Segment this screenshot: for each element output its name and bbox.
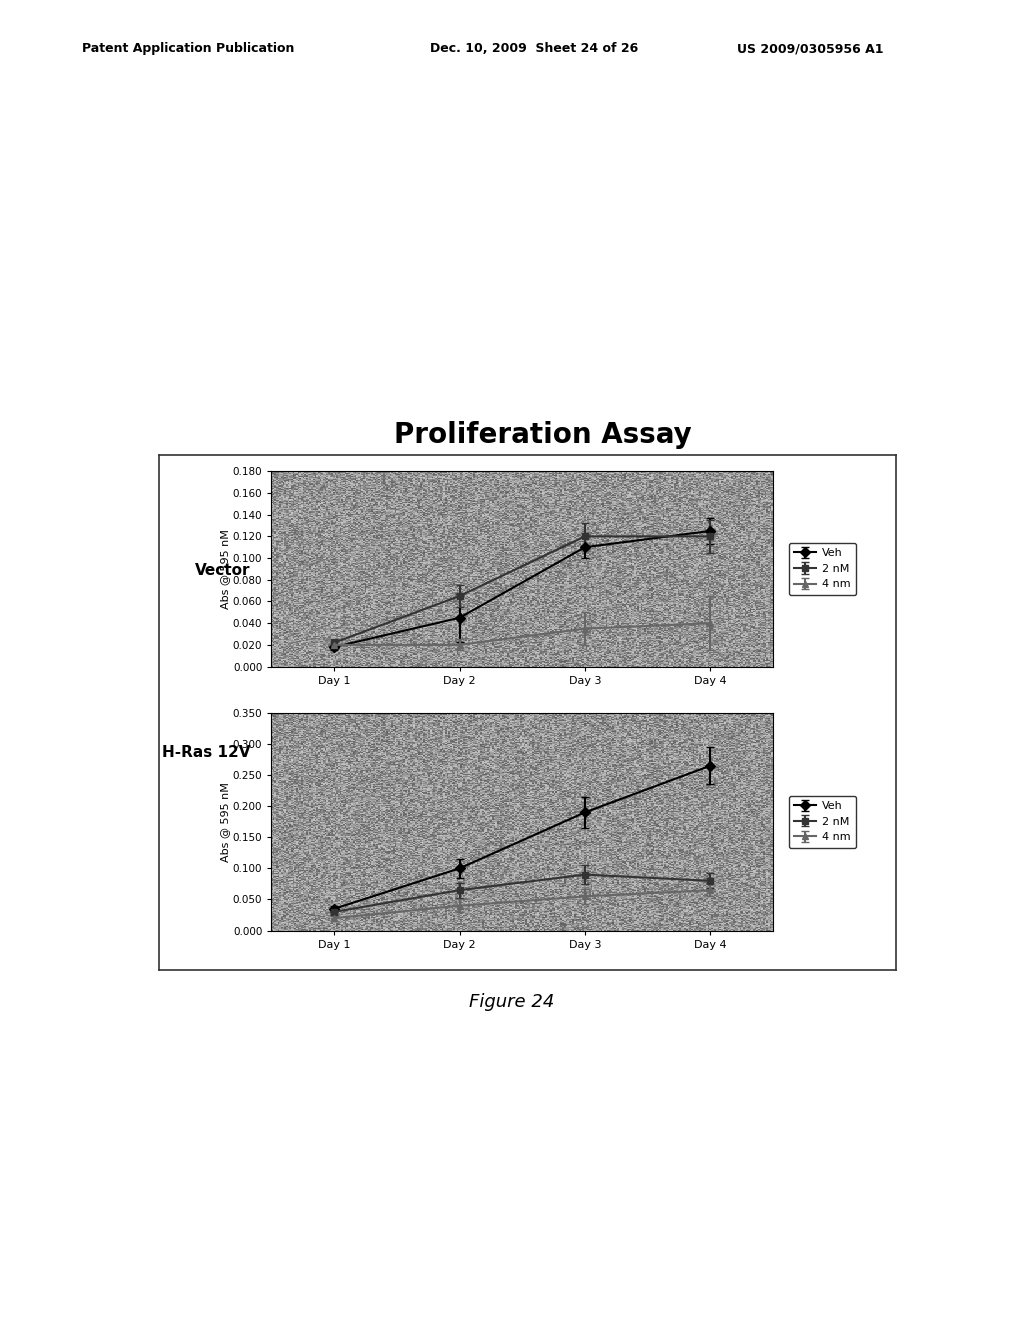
Text: Patent Application Publication: Patent Application Publication (82, 42, 294, 55)
Text: Vector: Vector (196, 562, 251, 578)
Text: Dec. 10, 2009  Sheet 24 of 26: Dec. 10, 2009 Sheet 24 of 26 (430, 42, 638, 55)
Y-axis label: Abs @ 595 nM: Abs @ 595 nM (220, 529, 230, 609)
Text: H-Ras 12V: H-Ras 12V (163, 744, 251, 760)
Legend: Veh, 2 nM, 4 nm: Veh, 2 nM, 4 nm (788, 796, 856, 847)
Y-axis label: Abs @ 595 nM: Abs @ 595 nM (220, 781, 230, 862)
Text: US 2009/0305956 A1: US 2009/0305956 A1 (737, 42, 884, 55)
Legend: Veh, 2 nM, 4 nm: Veh, 2 nM, 4 nm (788, 543, 856, 595)
Text: Proliferation Assay: Proliferation Assay (394, 421, 691, 449)
Text: Figure 24: Figure 24 (469, 993, 555, 1011)
